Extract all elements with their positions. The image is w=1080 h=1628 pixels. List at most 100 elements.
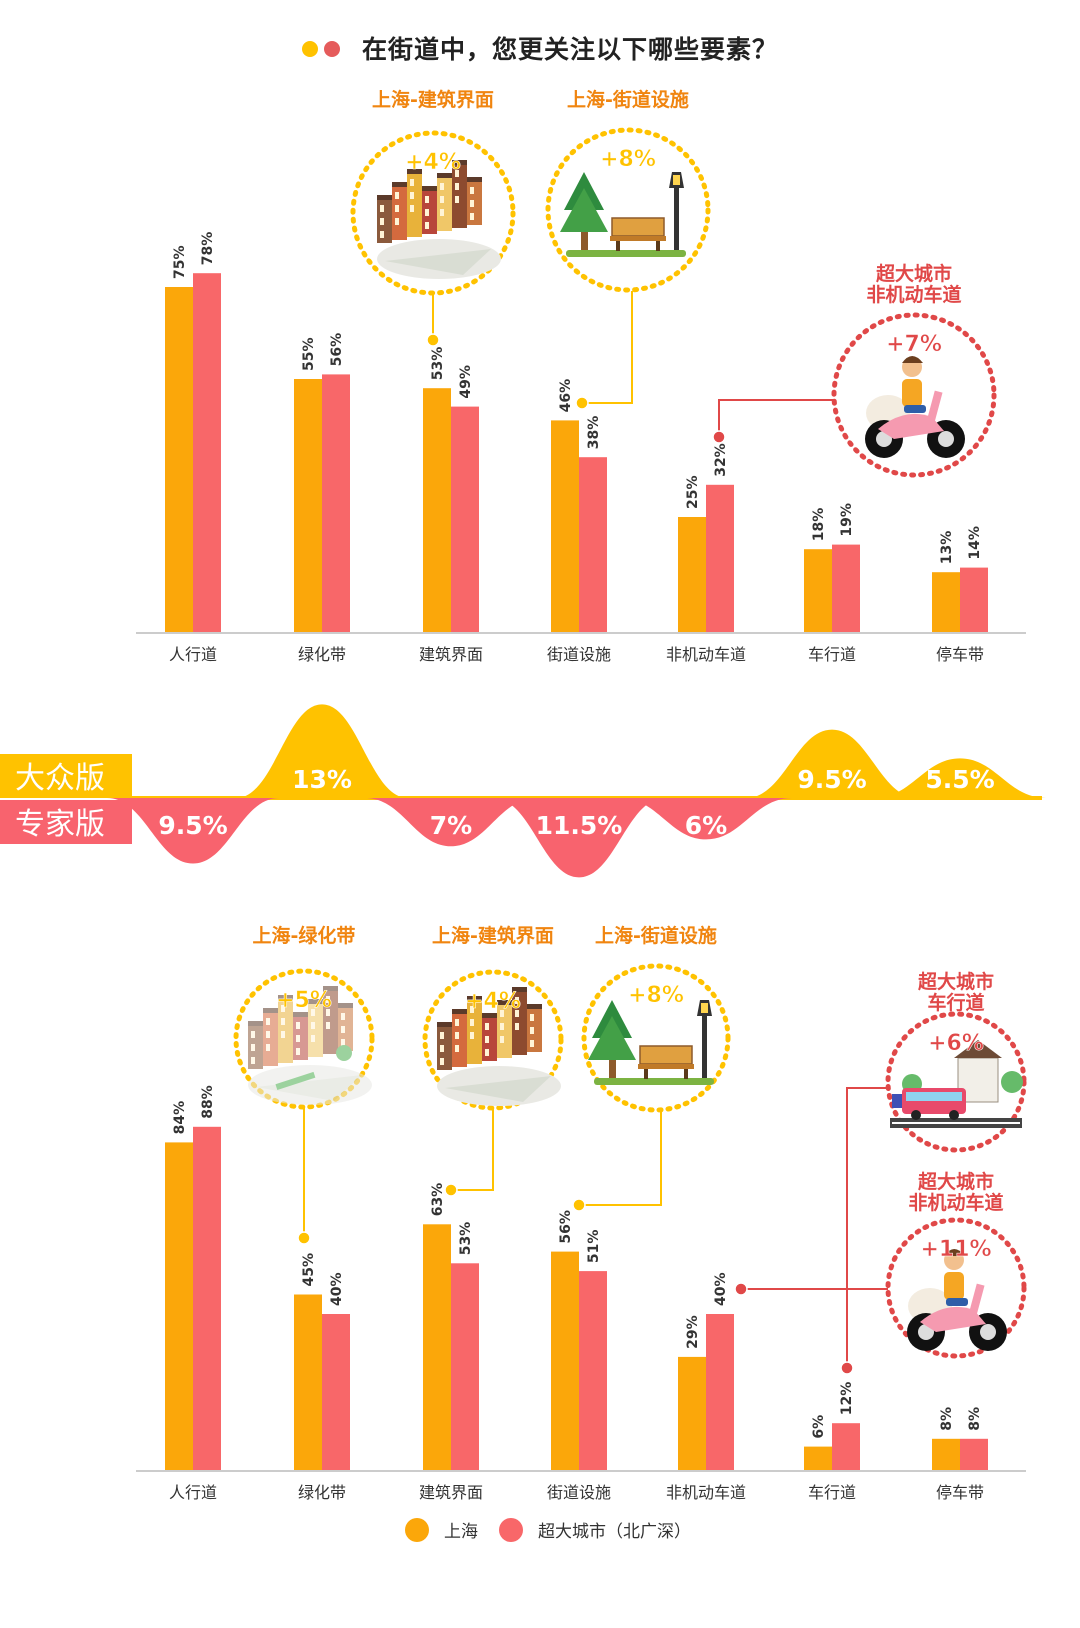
callout-title: 上海-街道设施: [567, 88, 689, 111]
expert-dip: [620, 798, 792, 840]
bar-megacity: [579, 457, 607, 632]
category-label: 建筑界面: [419, 1483, 483, 1502]
red-dot-icon: [323, 41, 340, 57]
legend-megacity-label: 超大城市（北广深）: [538, 1522, 691, 1542]
data-label: 6%: [811, 1415, 827, 1439]
data-label: 8%: [939, 1407, 955, 1431]
callout-dot: [297, 1231, 311, 1245]
callout-title: 超大城市: [917, 970, 994, 993]
callout: 上海-街道设施 +8%: [572, 924, 731, 1212]
category-group: 8% 8% 停车带: [932, 1407, 988, 1502]
category-group: 29% 40% 非机动车道: [666, 1272, 746, 1502]
callout-title: 超大城市: [875, 262, 952, 285]
category-label: 人行道: [169, 645, 217, 664]
chart-title: 在街道中，您更关注以下哪些要素？: [0, 30, 1080, 66]
data-label: 56%: [329, 333, 345, 367]
data-label: 8%: [967, 1407, 983, 1431]
callout-title: 上海-建筑界面: [432, 924, 554, 947]
callout-dot: [426, 333, 440, 347]
expert-version-tab: [0, 800, 132, 844]
category-label: 人行道: [169, 1483, 217, 1502]
callout-title: 非机动车道: [908, 1191, 1003, 1214]
callout: 上海-街道设施 +8%: [545, 88, 711, 410]
callout-delta: +4%: [405, 150, 461, 175]
public-hump-label: 5.5%: [925, 765, 994, 794]
expert-dip-label: 11.5%: [536, 811, 623, 840]
callout-dot: [572, 1198, 586, 1212]
bar-shanghai: [423, 1224, 451, 1470]
data-label: 18%: [811, 508, 827, 542]
callout-connector: [846, 1087, 888, 1368]
bar-megacity: [960, 567, 988, 632]
category-label: 非机动车道: [666, 645, 746, 664]
category-label: 非机动车道: [666, 1483, 746, 1502]
bar-shanghai: [551, 1251, 579, 1470]
bar-megacity: [322, 1314, 350, 1470]
data-label: 32%: [713, 443, 729, 477]
public-hump: [746, 729, 918, 798]
callout-title: 超大城市: [917, 1170, 994, 1193]
bus-road-icon: [890, 1040, 1023, 1128]
data-label: 51%: [586, 1230, 602, 1264]
bar-shanghai: [294, 379, 322, 632]
yellow-dot-icon: [301, 41, 318, 57]
callout-delta: +8%: [628, 983, 684, 1008]
data-label: 75%: [172, 245, 188, 279]
bar-shanghai: [165, 287, 193, 632]
callout-connector: [582, 291, 633, 404]
public-hump-label: 13%: [292, 765, 352, 794]
bar-shanghai: [165, 1142, 193, 1470]
building-street-icon: [437, 987, 561, 1106]
expert-dip-label: 7%: [430, 811, 472, 840]
callout-dot: [840, 1361, 854, 1375]
callout-delta: +5%: [276, 988, 332, 1013]
callout-title: 上海-街道设施: [595, 924, 717, 947]
category-label: 街道设施: [547, 1483, 611, 1502]
data-label: 19%: [839, 503, 855, 537]
bar-shanghai: [678, 1356, 706, 1470]
tree-bench-lamp-icon: [588, 1000, 714, 1085]
expert-bar-chart: 84% 88% 人行道 45% 40% 绿化带 63% 53% 建筑界面 56% 51% 街道设施 29…: [136, 924, 1027, 1502]
callout-connector: [718, 399, 834, 437]
bar-shanghai: [804, 549, 832, 632]
data-label: 14%: [967, 526, 983, 560]
callout-title: 非机动车道: [866, 283, 961, 306]
category-group: 53% 49% 建筑界面: [419, 347, 483, 664]
category-group: 55% 56% 绿化带: [294, 333, 350, 664]
bar-shanghai: [932, 1438, 960, 1470]
expert-dip: [107, 798, 279, 864]
building-street-icon: [377, 160, 501, 279]
callout-connector: [451, 1109, 494, 1191]
bar-shanghai: [551, 420, 579, 632]
bar-megacity: [832, 1423, 860, 1470]
callout-title: 车行道: [927, 991, 984, 1014]
bar-megacity: [832, 544, 860, 632]
callout-dot: [734, 1282, 748, 1296]
callout-delta: +8%: [600, 147, 656, 172]
callout-dot: [575, 396, 589, 410]
category-group: 46% 38% 街道设施: [547, 379, 611, 664]
callout-circle: [885, 1011, 1027, 1153]
legend: 上海 超大城市（北广深）: [405, 1518, 691, 1542]
bar-megacity: [706, 1314, 734, 1470]
category-group: 18% 19% 车行道: [804, 503, 860, 664]
category-group: 45% 40% 绿化带: [294, 1253, 350, 1502]
bar-megacity: [579, 1271, 607, 1470]
data-label: 29%: [685, 1315, 701, 1349]
category-group: 84% 88% 人行道: [165, 1085, 221, 1502]
green-belt-street-icon: [248, 986, 372, 1105]
data-label: 49%: [458, 365, 474, 399]
callout-delta: +11%: [920, 1237, 991, 1262]
callout-title: 上海-建筑界面: [372, 88, 494, 111]
category-label: 停车带: [936, 645, 984, 664]
data-label: 25%: [685, 475, 701, 509]
category-group: 13% 14% 停车带: [932, 526, 988, 664]
category-group: 25% 32% 非机动车道: [666, 443, 746, 664]
callout-dot: [444, 1183, 458, 1197]
bar-megacity: [322, 374, 350, 632]
legend-megacity-swatch: [499, 1518, 523, 1542]
bar-megacity: [451, 406, 479, 632]
